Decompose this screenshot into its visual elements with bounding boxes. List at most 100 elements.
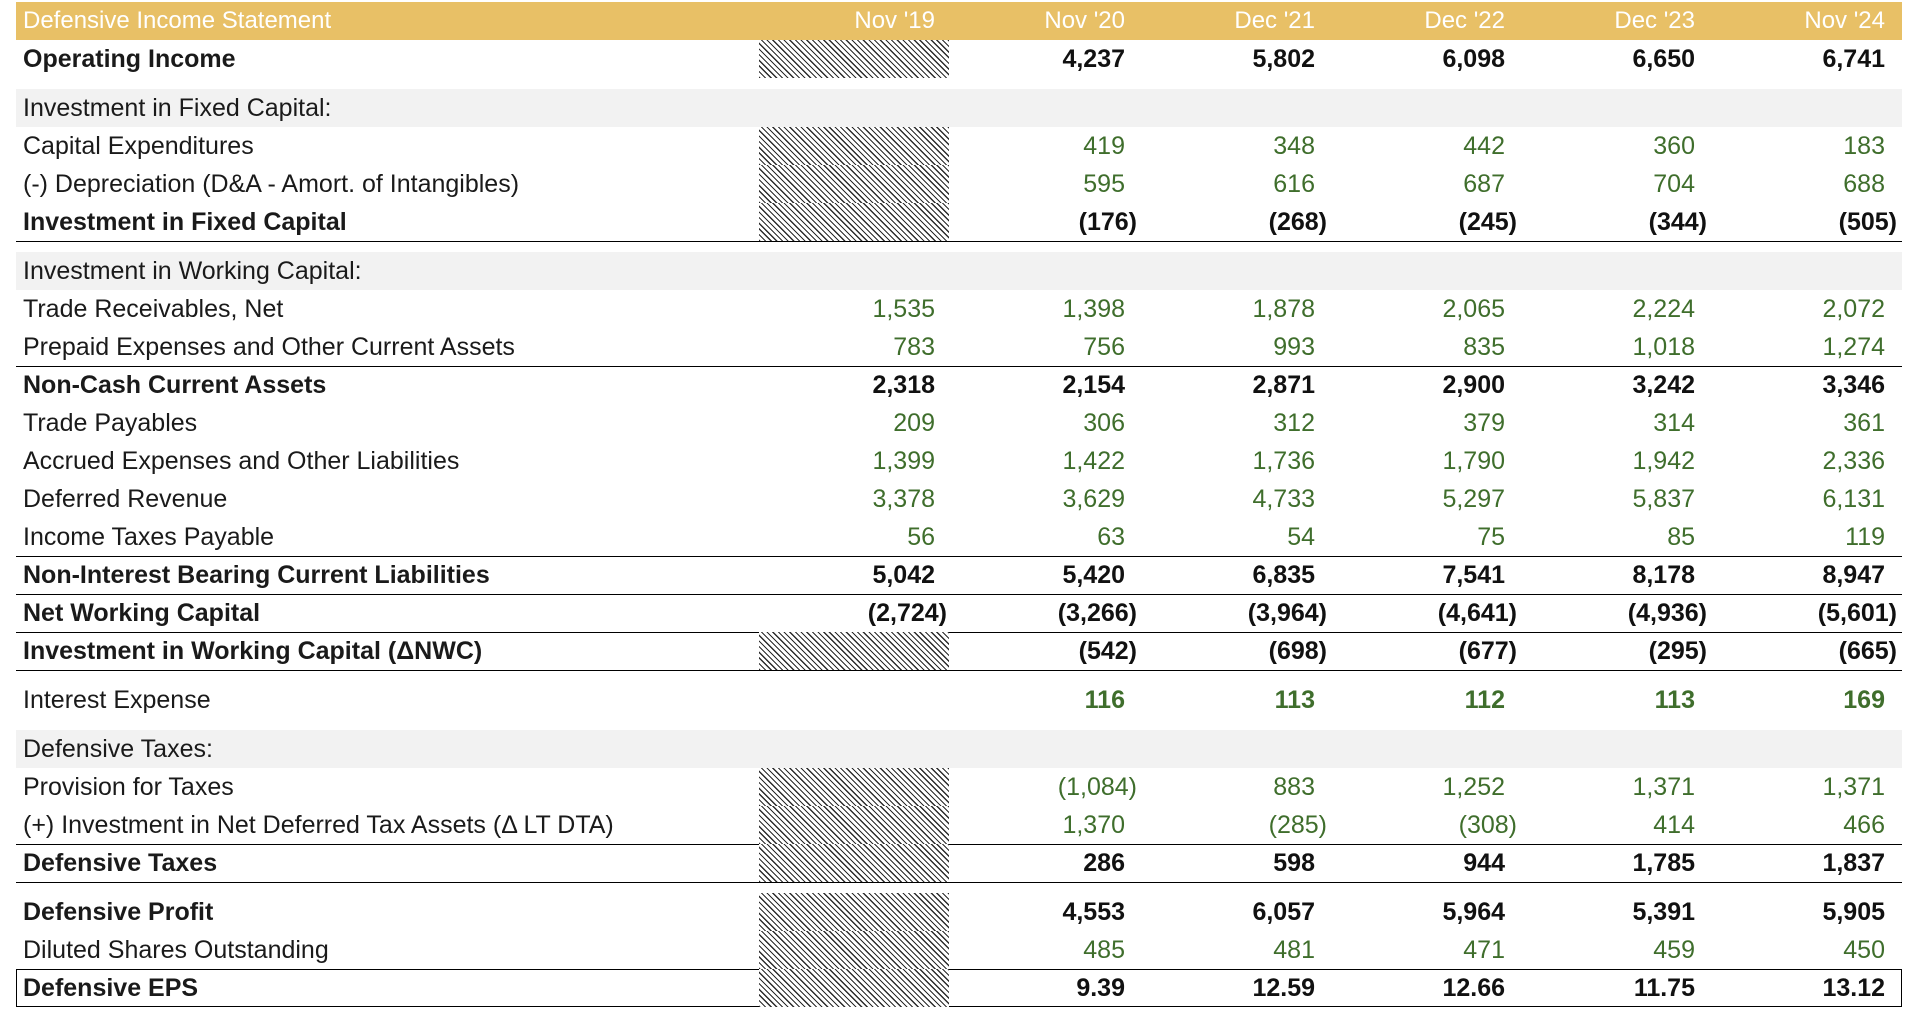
value-cell: 944 — [1463, 848, 1505, 877]
table-title: Defensive Income Statement — [23, 7, 332, 34]
row-label: Net Working Capital — [23, 598, 261, 627]
value-cell: 6,131 — [1822, 484, 1885, 513]
value-cell: 6,835 — [1252, 560, 1315, 589]
period-header: Nov '20 — [1044, 7, 1125, 34]
value-cell: 471 — [1463, 935, 1505, 964]
row-label: Investment in Fixed Capital — [23, 207, 347, 236]
value-cell: 12.59 — [1252, 973, 1315, 1002]
table-row: Trade Receivables, Net 1,535 1,398 1,878 2,0… — [16, 290, 1902, 328]
value-cell: 5,420 — [1062, 560, 1125, 589]
value-cell: 7,541 — [1442, 560, 1505, 589]
value-cell: 113 — [1274, 685, 1315, 714]
header-row: Defensive Income Statement Nov '19 Nov '… — [16, 2, 1902, 40]
not-applicable-cell — [759, 768, 949, 806]
value-cell: 1,878 — [1252, 294, 1315, 323]
value-cell: (665) — [1838, 636, 1897, 665]
value-cell: (245) — [1458, 207, 1517, 236]
value-cell: 54 — [1287, 522, 1315, 551]
value-cell: 993 — [1273, 332, 1315, 361]
not-applicable-cell — [759, 969, 949, 1007]
value-cell: (176) — [1078, 207, 1137, 236]
value-cell: 5,297 — [1442, 484, 1505, 513]
row-label: Accrued Expenses and Other Liabilities — [23, 446, 460, 475]
value-cell: 85 — [1667, 522, 1695, 551]
value-cell: 361 — [1843, 408, 1885, 437]
table-row: Diluted Shares Outstanding 485 481 471 459 45… — [16, 931, 1902, 969]
value-cell: 75 — [1477, 522, 1505, 551]
defensive-income-statement-table: Defensive Income Statement Nov '19 Nov '… — [16, 2, 1902, 1007]
table-row: Investment in Working Capital: — [16, 252, 1902, 290]
value-cell: 5,042 — [872, 560, 935, 589]
value-cell: 348 — [1273, 131, 1315, 160]
period-header: Dec '22 — [1424, 7, 1505, 34]
value-cell: (344) — [1648, 207, 1707, 236]
value-cell: 5,964 — [1442, 897, 1505, 926]
row-label: Deferred Revenue — [23, 484, 228, 513]
table-row: Defensive Taxes: — [16, 730, 1902, 768]
value-cell: (677) — [1458, 636, 1517, 665]
value-cell: (698) — [1268, 636, 1327, 665]
value-cell: 1,942 — [1632, 446, 1695, 475]
value-cell: 2,224 — [1632, 294, 1695, 323]
value-cell: 2,072 — [1822, 294, 1885, 323]
value-cell: 3,242 — [1632, 370, 1695, 399]
value-cell: 183 — [1843, 131, 1885, 160]
value-cell: 616 — [1273, 169, 1315, 198]
value-cell: 2,318 — [872, 370, 935, 399]
row-label: (+) Investment in Net Deferred Tax Asset… — [23, 810, 614, 839]
table-row: Defensive Profit 4,553 6,057 5,964 5,391 5,90… — [16, 893, 1902, 931]
value-cell: 419 — [1083, 131, 1125, 160]
row-label: Defensive Taxes: — [23, 734, 213, 763]
value-cell: 704 — [1653, 169, 1695, 198]
table-body: Operating Income 4,237 5,802 6,098 6,650 6,74… — [16, 40, 1902, 1007]
value-cell: 4,237 — [1062, 44, 1125, 73]
period-header: Dec '21 — [1234, 7, 1315, 34]
value-cell: 1,422 — [1062, 446, 1125, 475]
value-cell: 835 — [1463, 332, 1505, 361]
row-label: (-) Depreciation (D&A - Amort. of Intang… — [23, 169, 520, 198]
table-row: Accrued Expenses and Other Liabilities 1,… — [16, 442, 1902, 480]
value-cell: 3,346 — [1822, 370, 1885, 399]
value-cell: 5,802 — [1252, 44, 1315, 73]
row-label: Defensive Profit — [23, 897, 214, 926]
value-cell: 1,399 — [872, 446, 935, 475]
value-cell: 11.75 — [1633, 973, 1695, 1002]
row-label: Investment in Working Capital (ΔNWC) — [23, 636, 483, 665]
table-row: Non-Cash Current Assets 2,318 2,154 2,871 2,… — [16, 366, 1902, 404]
row-label: Non-Interest Bearing Current Liabilities — [23, 560, 490, 589]
value-cell: 8,947 — [1822, 560, 1885, 589]
value-cell: 466 — [1843, 810, 1885, 839]
table-row: Income Taxes Payable 56 63 54 75 85 119 — [16, 518, 1902, 557]
not-applicable-cell — [759, 893, 949, 931]
period-header: Nov '19 — [854, 7, 935, 34]
value-cell: 8,178 — [1632, 560, 1695, 589]
value-cell: 5,391 — [1632, 897, 1695, 926]
value-cell: 312 — [1273, 408, 1315, 437]
not-applicable-cell — [759, 931, 949, 969]
value-cell: 56 — [907, 522, 935, 551]
value-cell: (3,266) — [1057, 598, 1137, 627]
table-row: Investment in Fixed Capital: — [16, 89, 1902, 127]
not-applicable-cell — [759, 203, 949, 241]
value-cell: (5,601) — [1817, 598, 1897, 627]
period-header: Nov '24 — [1804, 7, 1885, 34]
value-cell: 450 — [1843, 935, 1885, 964]
value-cell: 116 — [1084, 685, 1125, 714]
value-cell: 485 — [1083, 935, 1125, 964]
value-cell: 379 — [1463, 408, 1505, 437]
value-cell: (505) — [1838, 207, 1897, 236]
value-cell: 169 — [1843, 685, 1885, 714]
value-cell: (2,724) — [867, 598, 947, 627]
value-cell: 1,252 — [1442, 772, 1505, 801]
value-cell: 360 — [1653, 131, 1695, 160]
value-cell: 1,371 — [1822, 772, 1885, 801]
row-label: Provision for Taxes — [23, 772, 234, 801]
value-cell: (285) — [1268, 810, 1327, 839]
row-label: Defensive EPS — [23, 973, 199, 1002]
value-cell: (295) — [1648, 636, 1707, 665]
value-cell: 113 — [1654, 685, 1695, 714]
value-cell: 2,871 — [1252, 370, 1315, 399]
table-row: Capital Expenditures 419 348 442 360 183 — [16, 127, 1902, 165]
value-cell: 1,790 — [1442, 446, 1505, 475]
row-label: Investment in Working Capital: — [23, 256, 362, 285]
